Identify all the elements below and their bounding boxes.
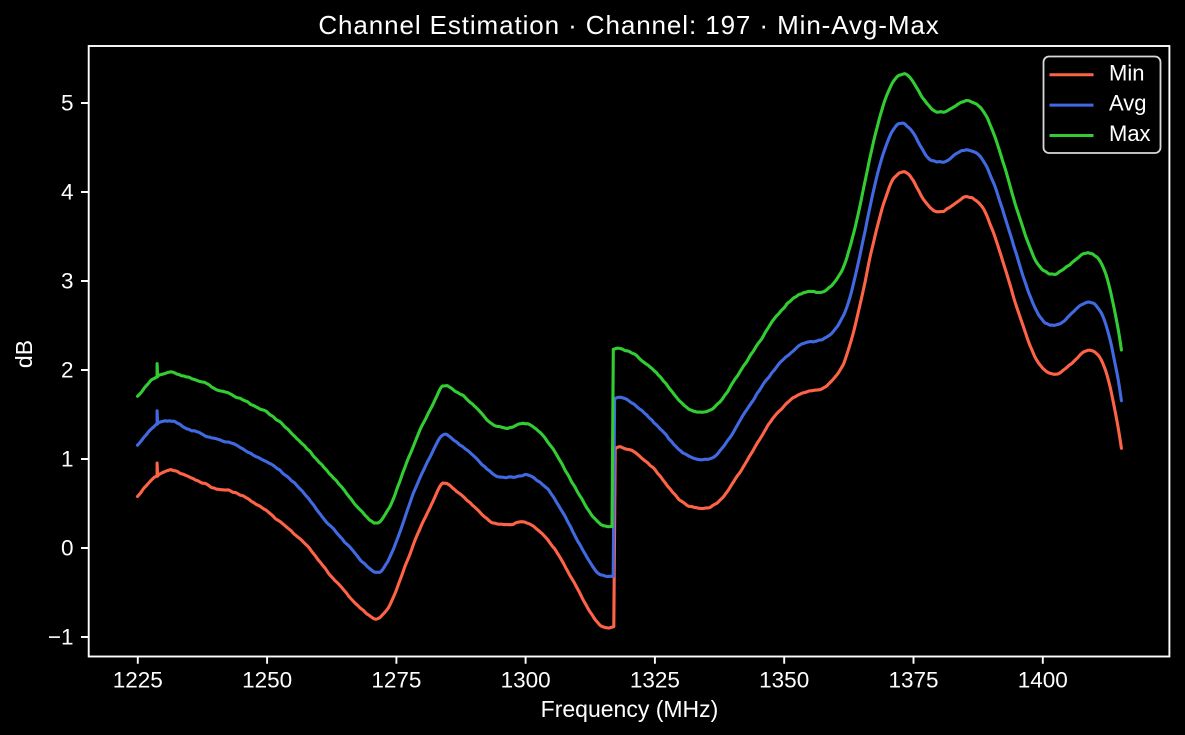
svg-text:Channel Estimation · Channel:: Channel Estimation · Channel: 197 · Min-… (318, 10, 939, 40)
svg-text:3: 3 (61, 269, 74, 294)
svg-text:2: 2 (61, 358, 74, 383)
svg-text:4: 4 (61, 180, 74, 205)
svg-text:1225: 1225 (113, 668, 163, 693)
svg-text:1375: 1375 (888, 668, 938, 693)
svg-text:−1: −1 (48, 625, 74, 650)
svg-text:1250: 1250 (242, 668, 292, 693)
svg-text:dB: dB (11, 340, 37, 368)
svg-text:1275: 1275 (371, 668, 421, 693)
svg-text:1: 1 (61, 447, 74, 472)
svg-text:0: 0 (61, 536, 74, 561)
svg-text:Frequency (MHz): Frequency (MHz) (541, 696, 719, 722)
svg-text:1325: 1325 (630, 668, 680, 693)
svg-text:Min: Min (1109, 60, 1144, 85)
svg-text:Avg: Avg (1109, 91, 1147, 116)
svg-text:5: 5 (61, 91, 74, 116)
svg-text:Max: Max (1109, 121, 1151, 146)
svg-text:1300: 1300 (501, 668, 551, 693)
svg-text:1400: 1400 (1018, 668, 1068, 693)
svg-text:1350: 1350 (759, 668, 809, 693)
